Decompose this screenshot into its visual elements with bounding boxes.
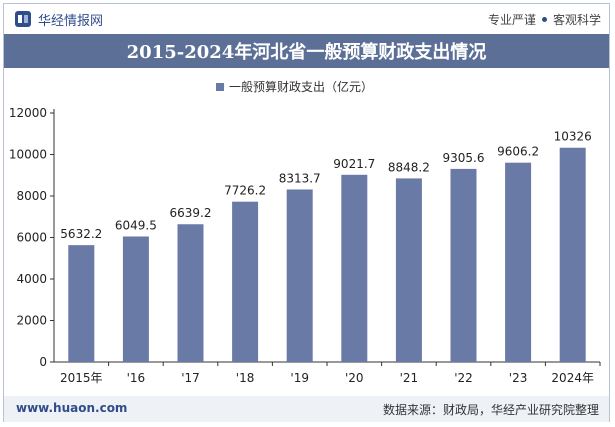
brand-name: 华经情报网: [38, 13, 104, 29]
data-label: 7726.2: [224, 184, 266, 198]
tagline: 专业严谨 客观科学: [488, 11, 601, 28]
bar: [177, 224, 204, 362]
x-tick-label: '19: [290, 371, 309, 385]
legend-label: 一般预算财政支出（亿元）: [229, 79, 373, 94]
chart-card: 华经情报网 专业严谨 客观科学 2015-2024年河北省一般预算财政支出情况 …: [3, 3, 610, 422]
y-tick-label: 2000: [16, 314, 47, 328]
data-label: 8313.7: [279, 171, 321, 185]
site-url[interactable]: www.huaon.com: [16, 401, 128, 415]
x-tick-label: 2024年: [551, 371, 594, 385]
data-label: 6049.5: [115, 218, 157, 232]
x-tick-label: '21: [400, 371, 419, 385]
brand[interactable]: 华经情报网: [14, 10, 104, 29]
y-tick-label: 8000: [16, 189, 47, 203]
y-tick-label: 4000: [16, 272, 47, 286]
y-tick-label: 10000: [9, 148, 47, 162]
bar: [68, 245, 95, 362]
x-tick-label: '16: [127, 371, 146, 385]
data-label: 9606.2: [497, 145, 539, 159]
bar-chart: 一般预算财政支出（亿元） 0 2000 4000 6000 8000 10000 12000…: [9, 79, 601, 385]
data-label: 9305.6: [443, 151, 485, 165]
x-tick-label: '18: [236, 371, 255, 385]
legend-swatch: [216, 83, 224, 91]
bar: [395, 178, 422, 362]
x-tick-label: '22: [454, 371, 473, 385]
data-label: 9021.7: [333, 157, 375, 171]
y-tick-label: 0: [39, 355, 47, 369]
bar: [286, 189, 313, 362]
bar: [122, 236, 149, 362]
x-tick-label: '20: [345, 371, 364, 385]
bar: [505, 162, 532, 362]
legend: 一般预算财政支出（亿元）: [216, 79, 373, 94]
axes: 0 2000 4000 6000 8000 10000 12000 2015年 '16 '17 '1…: [9, 106, 601, 385]
bar: [341, 174, 368, 362]
chart-title: 2015-2024年河北省一般预算财政支出情况: [126, 42, 487, 63]
footer: www.huaon.com 数据来源：财政局，华经产业研究院整理: [4, 396, 609, 422]
separator-dot-icon: [541, 17, 547, 22]
bar: [450, 168, 477, 362]
data-label: 5632.2: [60, 227, 102, 241]
tagline-right: 客观科学: [552, 13, 601, 27]
top-bar: 华经情报网 专业严谨 客观科学: [4, 4, 611, 34]
huajing-logo-icon: [15, 11, 31, 27]
x-tick-label: 2015年: [60, 371, 103, 385]
title-bar: 2015-2024年河北省一般预算财政支出情况: [4, 34, 609, 68]
data-label: 6639.2: [170, 206, 212, 220]
data-source: 数据来源：财政局，华经产业研究院整理: [382, 403, 599, 417]
x-tick-label: '17: [181, 371, 200, 385]
bar: [232, 201, 259, 362]
y-tick-label: 12000: [9, 106, 47, 120]
x-tick-label: '23: [509, 371, 528, 385]
bar: [559, 147, 586, 362]
data-label: 8848.2: [388, 160, 430, 174]
data-label: 10326: [554, 130, 592, 144]
bars: 5632.2 6049.5 6639.2 7726.2 8313.7 9021.7 8848…: [60, 130, 592, 362]
y-tick-label: 6000: [16, 231, 47, 245]
tagline-left: 专业严谨: [487, 13, 536, 27]
